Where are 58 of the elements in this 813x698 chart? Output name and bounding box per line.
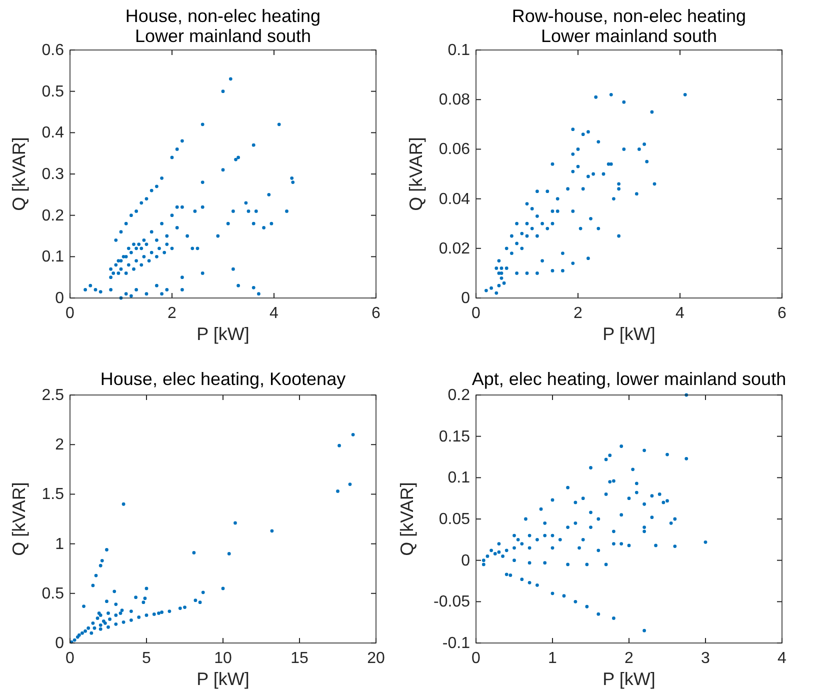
y-tick-label: 0.2 (42, 207, 64, 224)
y-tick-label: 0 (55, 290, 64, 307)
x-tick-label: 4 (270, 305, 279, 322)
x-tick-label: 1 (548, 650, 558, 667)
y-tick-label: 0.15 (438, 428, 470, 446)
chart-title: House, non-elec heating (125, 6, 321, 26)
y-tick-label: 0.5 (42, 585, 64, 602)
x-tick-label: 6 (372, 305, 381, 322)
x-tick-label: 10 (214, 650, 232, 667)
x-tick-label: 15 (290, 650, 308, 667)
chart-title: Row-house, non-elec heating (512, 6, 746, 26)
chart-subtitle: Lower mainland south (134, 26, 312, 46)
x-tick-label: 2 (574, 305, 583, 322)
x-tick-label: 3 (701, 650, 710, 667)
x-tick-label: 0 (472, 650, 481, 667)
x-tick-label: 4 (778, 650, 787, 667)
y-tick-label: 0.1 (42, 248, 64, 266)
y-tick-label: 2.5 (42, 387, 64, 404)
y-tick-label: 0.4 (42, 124, 64, 142)
y-tick-label: 0.1 (448, 42, 470, 59)
chart-title: House, elec heating, Kootenay (100, 369, 346, 389)
y-tick-label: -0.1 (442, 635, 470, 652)
y-tick-label: 0.05 (438, 511, 470, 528)
y-tick-label: 0 (55, 635, 64, 652)
y-tick-label: 0.2 (448, 387, 470, 404)
y-tick-label: 0.1 (448, 470, 470, 487)
x-tick-label: 2 (168, 305, 177, 322)
x-axis-title: P [kW] (602, 324, 656, 344)
y-tick-label: 0.04 (438, 190, 470, 208)
x-tick-label: 0 (66, 305, 75, 322)
y-tick-label: 0.06 (438, 141, 470, 158)
y-axis-title: Q [kVAR] (397, 482, 417, 556)
chart-subtitle: Lower mainland south (540, 26, 718, 46)
x-axis-title: P [kW] (602, 669, 656, 689)
y-tick-label: -0.05 (434, 594, 470, 611)
x-tick-label: 0 (472, 305, 481, 322)
y-tick-label: 0 (461, 290, 470, 307)
x-tick-label: 6 (778, 305, 787, 322)
y-tick-label: 0.5 (42, 83, 64, 100)
y-tick-label: 2 (55, 436, 64, 454)
x-tick-label: 0 (66, 650, 75, 667)
y-axis-title: Q [kVAR] (9, 482, 29, 556)
y-tick-label: 0.6 (42, 42, 64, 59)
x-tick-label: 4 (676, 305, 685, 322)
x-axis-title: P [kW] (196, 324, 250, 344)
y-axis-title: Q [kVAR] (9, 137, 29, 211)
y-tick-label: 0.02 (438, 240, 470, 258)
x-tick-label: 2 (624, 650, 634, 667)
y-tick-label: 0.3 (42, 166, 64, 183)
x-tick-label: 20 (367, 650, 385, 667)
x-tick-label: 5 (142, 650, 152, 667)
y-tick-label: 0 (461, 552, 470, 570)
chart-title: Apt, elec heating, lower mainland south (472, 369, 786, 389)
x-axis-title: P [kW] (196, 669, 250, 689)
y-tick-label: 0.08 (438, 92, 470, 109)
y-axis-title: Q [kVAR] (406, 137, 426, 211)
y-tick-label: 1.5 (42, 486, 64, 504)
y-tick-label: 1 (55, 536, 64, 553)
